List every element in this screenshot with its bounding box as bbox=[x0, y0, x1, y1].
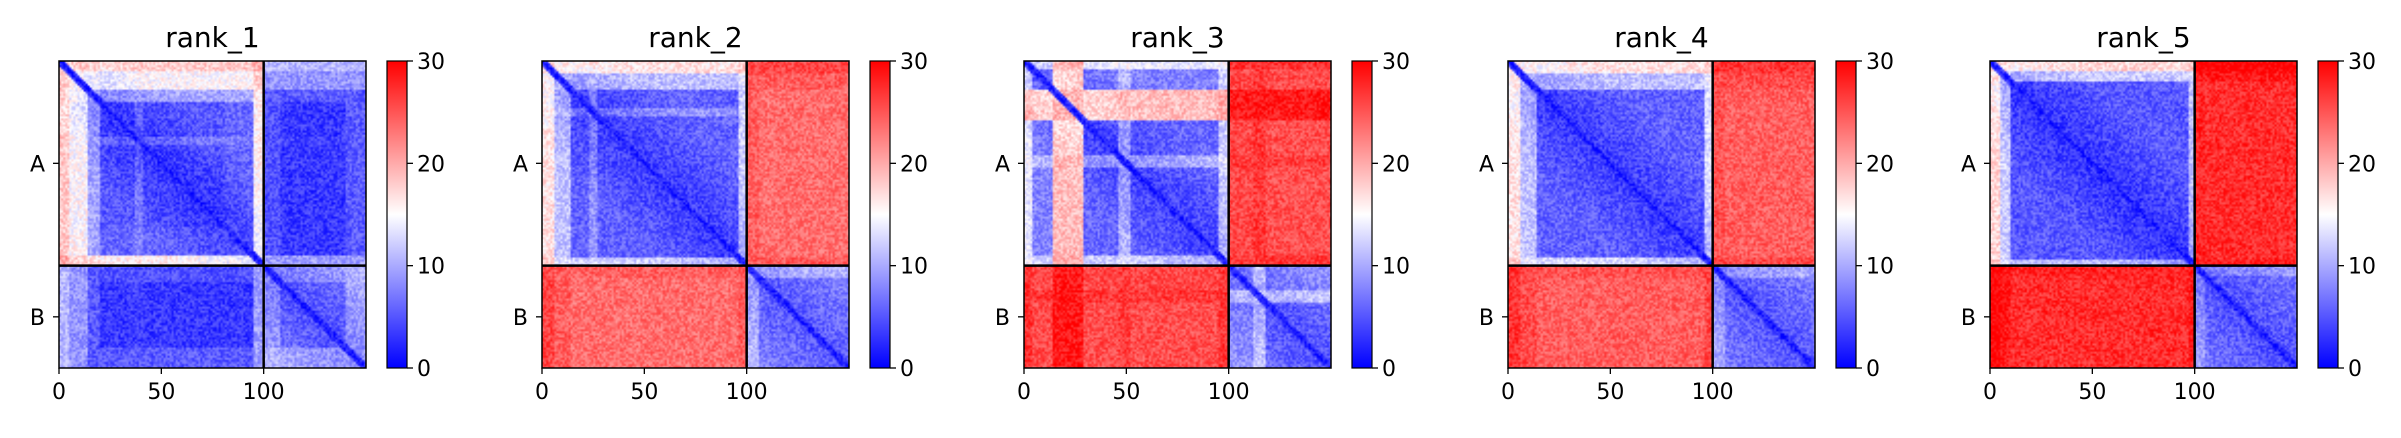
x-tick-label: 50 bbox=[630, 380, 658, 405]
colorbar-tick-label: 20 bbox=[2348, 152, 2376, 177]
x-tick-label: 100 bbox=[2174, 380, 2216, 405]
panel-rank_1: rank_1 A B 0 50 100 0 10 20 30 bbox=[30, 21, 445, 405]
colorbar-tick-label: 30 bbox=[417, 50, 445, 75]
colorbar-tick-label: 30 bbox=[2348, 50, 2376, 75]
heatmap-frame bbox=[1989, 60, 2298, 369]
x-tick-label: 50 bbox=[1112, 380, 1140, 405]
chain-label-b: B bbox=[1961, 306, 1976, 331]
colorbar bbox=[1351, 60, 1373, 369]
panel-title: rank_2 bbox=[648, 21, 742, 54]
colorbar-tick-label: 10 bbox=[1382, 255, 1410, 280]
colorbar-tick-label: 30 bbox=[1382, 50, 1410, 75]
x-tick-label: 50 bbox=[147, 380, 175, 405]
colorbar-tick-label: 10 bbox=[2348, 255, 2376, 280]
panel-rank_5: rank_5 A B 0 50 100 0 10 20 30 bbox=[1961, 21, 2376, 405]
x-tick-label: 100 bbox=[1692, 380, 1734, 405]
heatmap-frame bbox=[58, 60, 367, 369]
colorbar-tick-label: 30 bbox=[900, 50, 928, 75]
chain-label-b: B bbox=[1479, 306, 1494, 331]
x-tick-label: 100 bbox=[243, 380, 285, 405]
colorbar-tick-label: 0 bbox=[417, 357, 431, 382]
chain-label-b: B bbox=[30, 306, 45, 331]
colorbar-tick-label: 20 bbox=[1382, 152, 1410, 177]
x-tick-label: 0 bbox=[1017, 380, 1031, 405]
colorbar-tick-label: 0 bbox=[1866, 357, 1880, 382]
x-tick-label: 0 bbox=[1501, 380, 1515, 405]
chain-label-a: A bbox=[513, 152, 528, 177]
chain-label-a: A bbox=[1479, 152, 1494, 177]
panel-rank_4: rank_4 A B 0 50 100 0 10 20 30 bbox=[1479, 21, 1894, 405]
panel-title: rank_5 bbox=[2096, 21, 2190, 54]
colorbar-tick-label: 30 bbox=[1866, 50, 1894, 75]
colorbar-tick-label: 10 bbox=[417, 255, 445, 280]
chain-label-a: A bbox=[995, 152, 1010, 177]
pae-heatmap bbox=[1990, 61, 2297, 368]
colorbar-tick-label: 20 bbox=[900, 152, 928, 177]
colorbar bbox=[1835, 60, 1857, 369]
x-tick-label: 50 bbox=[1596, 380, 1624, 405]
colorbar-tick-label: 20 bbox=[1866, 152, 1894, 177]
pae-heatmap bbox=[59, 61, 366, 368]
x-tick-label: 50 bbox=[2078, 380, 2106, 405]
heatmap-frame bbox=[541, 60, 850, 369]
panel-rank_3: rank_3 A B 0 50 100 0 10 20 30 bbox=[995, 21, 1410, 405]
colorbar-tick-label: 0 bbox=[900, 357, 914, 382]
panel-title: rank_3 bbox=[1130, 21, 1224, 54]
colorbar-tick-label: 0 bbox=[1382, 357, 1396, 382]
colorbar-tick-label: 20 bbox=[417, 152, 445, 177]
colorbar bbox=[386, 60, 408, 369]
colorbar-tick-label: 0 bbox=[2348, 357, 2362, 382]
heatmap-frame bbox=[1507, 60, 1816, 369]
chain-label-a: A bbox=[30, 152, 45, 177]
x-tick-label: 100 bbox=[726, 380, 768, 405]
panel-title: rank_4 bbox=[1614, 21, 1708, 54]
x-tick-label: 0 bbox=[535, 380, 549, 405]
panel-title: rank_1 bbox=[165, 21, 259, 54]
colorbar-tick-label: 10 bbox=[1866, 255, 1894, 280]
chain-label-b: B bbox=[513, 306, 528, 331]
pae-heatmap bbox=[1024, 61, 1331, 368]
chain-label-b: B bbox=[995, 306, 1010, 331]
colorbar bbox=[869, 60, 891, 369]
x-tick-label: 0 bbox=[52, 380, 66, 405]
chain-label-a: A bbox=[1961, 152, 1976, 177]
heatmap-frame bbox=[1023, 60, 1332, 369]
pae-heatmap bbox=[1508, 61, 1815, 368]
colorbar-tick-label: 10 bbox=[900, 255, 928, 280]
pae-heatmap bbox=[542, 61, 849, 368]
x-tick-label: 0 bbox=[1983, 380, 1997, 405]
colorbar bbox=[2317, 60, 2339, 369]
x-tick-label: 100 bbox=[1208, 380, 1250, 405]
panel-rank_2: rank_2 A B 0 50 100 0 10 20 30 bbox=[513, 21, 928, 405]
